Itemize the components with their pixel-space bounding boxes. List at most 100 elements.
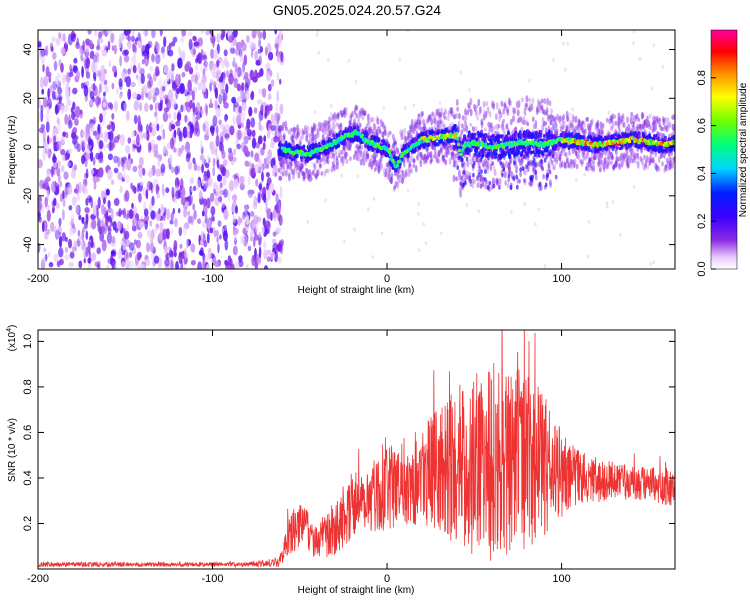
spectrogram-haze — [486, 159, 490, 168]
spectrogram-noise-speckle — [90, 252, 97, 262]
spectrogram-haze — [456, 106, 459, 112]
chart-title: GN05.2025.024.20.57.G24 — [273, 2, 441, 18]
spectrogram-band — [522, 146, 526, 150]
spectrogram-noise-speckle — [223, 188, 228, 198]
spectrogram-haze — [610, 160, 613, 165]
spectrogram-haze — [328, 123, 332, 131]
spectrogram-haze — [279, 168, 283, 175]
spectrogram-noise-speckle — [158, 231, 163, 241]
spectrogram-noise-speckle — [63, 33, 66, 42]
spectrogram-noise-speckle — [153, 143, 158, 152]
spectrogram-noise-speckle — [171, 63, 175, 72]
spectrogram-noise-speckle — [127, 159, 132, 171]
spectrogram-noise-speckle — [240, 90, 246, 100]
spectrogram-band — [507, 130, 510, 136]
spectrogram-noise-speckle — [214, 260, 220, 268]
spectrogram-haze — [621, 115, 625, 123]
spectrogram-haze — [524, 170, 527, 176]
spectrogram-haze — [546, 97, 549, 106]
spectrogram-haze — [530, 103, 534, 111]
spectrogram-noise-speckle — [205, 30, 210, 36]
spectrogram-band — [480, 133, 484, 137]
spectrogram-noise-speckle — [160, 46, 165, 54]
spectrogram-noise-speckle — [216, 235, 219, 244]
spectrogram-haze — [464, 108, 467, 116]
spectrogram-noise-speckle — [101, 110, 107, 117]
spectrogram-haze — [418, 119, 422, 126]
spectrogram-haze — [492, 103, 495, 110]
spectrogram-haze — [652, 158, 655, 164]
spectrogram-noise-speckle — [234, 62, 238, 73]
spectrogram-noise-speckle — [107, 169, 113, 181]
spectrogram-noise-speckle — [147, 73, 152, 80]
spectrogram-haze — [429, 151, 433, 158]
spectrogram-noise-speckle — [213, 49, 219, 60]
spectrogram-noise-speckle — [148, 243, 154, 253]
spectrogram-noise-speckle — [137, 115, 141, 126]
spectrogram-haze — [471, 156, 475, 162]
spectrogram-haze — [493, 169, 497, 176]
spectrogram-noise-speckle — [106, 124, 112, 130]
spectrogram-noise-speckle — [264, 265, 268, 269]
spectrogram-noise-speckle — [97, 260, 101, 269]
spectrogram-noise-speckle — [87, 30, 92, 35]
spectrogram-noise-speckle — [275, 193, 279, 205]
spectrogram-noise-speckle — [159, 221, 164, 234]
spectrogram-spike — [507, 173, 511, 179]
spectrogram-noise-speckle — [75, 41, 80, 50]
spectrogram-noise-speckle — [143, 30, 149, 37]
spectrogram-noise-speckle — [276, 71, 280, 82]
spectrogram-noise-speckle — [171, 98, 177, 109]
spectrogram-haze — [466, 110, 470, 116]
spectrogram-haze — [448, 157, 452, 165]
spectrogram-noise-speckle — [57, 173, 61, 183]
spectrogram-noise-speckle — [75, 105, 81, 118]
spectrogram-stray-dot — [315, 32, 319, 37]
spectrogram-haze — [298, 128, 301, 136]
spectrogram-noise-speckle — [160, 163, 166, 174]
spectrogram-spike — [529, 175, 532, 181]
spectrogram-noise-speckle — [222, 92, 226, 105]
spectrogram-noise-speckle — [125, 30, 131, 35]
spectrogram-noise-speckle — [85, 38, 91, 45]
spectrogram-spike — [484, 133, 488, 139]
spectrogram-spike — [472, 172, 475, 178]
spectrogram-noise-speckle — [153, 255, 160, 264]
spectrogram-noise-speckle — [269, 70, 273, 77]
spectrogram-haze — [480, 118, 484, 126]
spectrogram-noise-speckle — [201, 75, 207, 83]
spectrogram-noise-speckle — [256, 216, 262, 223]
spectrogram-noise-speckle — [138, 168, 143, 178]
spectrogram-haze — [383, 125, 387, 132]
spectrogram-haze — [661, 126, 665, 132]
spectrogram-noise-speckle — [181, 71, 186, 78]
spectrogram-haze — [455, 152, 459, 159]
spectrogram-noise-speckle — [97, 124, 102, 135]
spectrogram-spike — [505, 135, 509, 140]
spectrogram-haze — [398, 177, 402, 184]
spectrogram-noise-speckle — [101, 239, 107, 252]
spectrogram-noise-speckle — [263, 240, 267, 249]
spectrogram-plot-area — [38, 30, 675, 269]
spectrogram-noise-speckle — [171, 186, 175, 198]
spectrogram-noise-speckle — [101, 204, 105, 215]
spectrogram-haze — [527, 165, 530, 172]
spectrogram-haze — [636, 160, 640, 169]
spectrogram-noise-speckle — [220, 124, 226, 130]
spectrogram-noise-speckle — [55, 75, 59, 85]
spectrogram-haze — [641, 112, 645, 119]
spectrogram-noise-speckle — [216, 125, 219, 136]
spectrogram-noise-speckle — [200, 30, 205, 34]
spectrogram-haze — [414, 165, 418, 173]
spectrogram-haze — [549, 179, 552, 186]
spectrogram-noise-speckle — [119, 93, 123, 99]
spectrogram-noise-speckle — [229, 125, 235, 136]
spectrogram-noise-speckle — [267, 149, 273, 160]
spectrogram-spike — [532, 160, 535, 166]
spectrogram-spike — [509, 185, 513, 190]
spectrogram-noise-speckle — [187, 210, 190, 216]
spectrogram-haze — [345, 158, 349, 164]
spectrogram-haze — [465, 124, 469, 133]
spectrogram-noise-speckle — [131, 130, 135, 138]
spectrogram-noise-speckle — [83, 84, 89, 97]
